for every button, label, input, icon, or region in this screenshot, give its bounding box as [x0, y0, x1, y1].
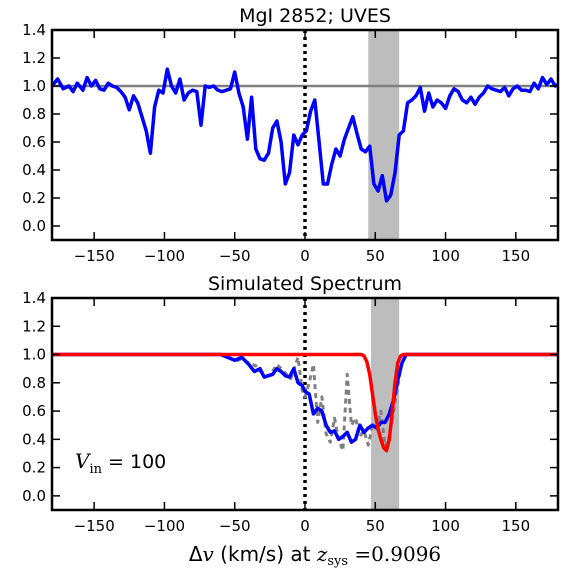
bottom-panel-ticks: −150 −100 −50 0 50 100 150 0.0 0.2 0.4 0.6 0.8 1.0 1.… — [22, 289, 558, 535]
y-tick-label: 1.4 — [22, 289, 46, 307]
top-panel-shaded-region — [368, 30, 400, 240]
top-panel-title: MgI 2852; UVES — [239, 5, 391, 27]
top-panel-ticks: −150 −100 −50 0 50 100 150 0.0 0.2 0.4 0.6 0.8 1.0 1.… — [22, 21, 558, 265]
x-tick-label: 50 — [366, 247, 385, 265]
y-tick-label: 0.2 — [22, 459, 46, 477]
y-tick-label: 0.8 — [22, 105, 46, 123]
x-tick-label: −100 — [144, 247, 185, 265]
y-tick-label: 0.4 — [22, 430, 46, 448]
y-tick-label: 0.8 — [22, 374, 46, 392]
velocity-annotation: Vin = 100 — [75, 449, 166, 477]
x-tick-label: 0 — [300, 247, 310, 265]
y-tick-label: 1.0 — [22, 346, 46, 364]
y-tick-label: 1.2 — [22, 49, 46, 67]
y-tick-label: 1.2 — [22, 317, 46, 335]
x-tick-label: −50 — [219, 247, 251, 265]
bottom-panel-frame — [50, 296, 560, 512]
model-profile — [52, 352, 558, 453]
y-tick-label: 0.0 — [22, 217, 46, 235]
simulated-spectrum — [52, 352, 558, 444]
y-tick-label: 0.0 — [22, 487, 46, 505]
x-axis-label: Δv (km/s) at zsys =0.9096 — [189, 542, 441, 569]
top-panel: MgI 2852; UVES −150 −100 −50 0 50 100 150 0.0 0.… — [22, 5, 560, 265]
bottom-panel: Simulated Spectrum −150 −100 −50 0 50 100 150 0… — [22, 273, 560, 535]
x-tick-label: −100 — [144, 517, 185, 535]
y-tick-label: 0.6 — [22, 402, 46, 420]
x-tick-label: 150 — [502, 247, 531, 265]
x-tick-label: −150 — [74, 517, 115, 535]
bottom-panel-title: Simulated Spectrum — [208, 273, 402, 295]
x-tick-label: 100 — [431, 517, 460, 535]
y-tick-label: 1.0 — [22, 77, 46, 95]
y-tick-label: 0.6 — [22, 133, 46, 151]
y-tick-label: 0.4 — [22, 161, 46, 179]
x-tick-label: 100 — [431, 247, 460, 265]
x-tick-label: −50 — [219, 517, 251, 535]
x-tick-label: −150 — [74, 247, 115, 265]
x-tick-label: 50 — [366, 517, 385, 535]
top-panel-frame — [50, 28, 560, 242]
top-panel-observed-spectrum — [50, 67, 559, 203]
x-tick-label: 0 — [300, 517, 310, 535]
observed-reference-spectrum — [220, 353, 408, 453]
y-tick-label: 0.2 — [22, 189, 46, 207]
y-tick-label: 1.4 — [22, 21, 46, 39]
x-tick-label: 150 — [502, 517, 531, 535]
